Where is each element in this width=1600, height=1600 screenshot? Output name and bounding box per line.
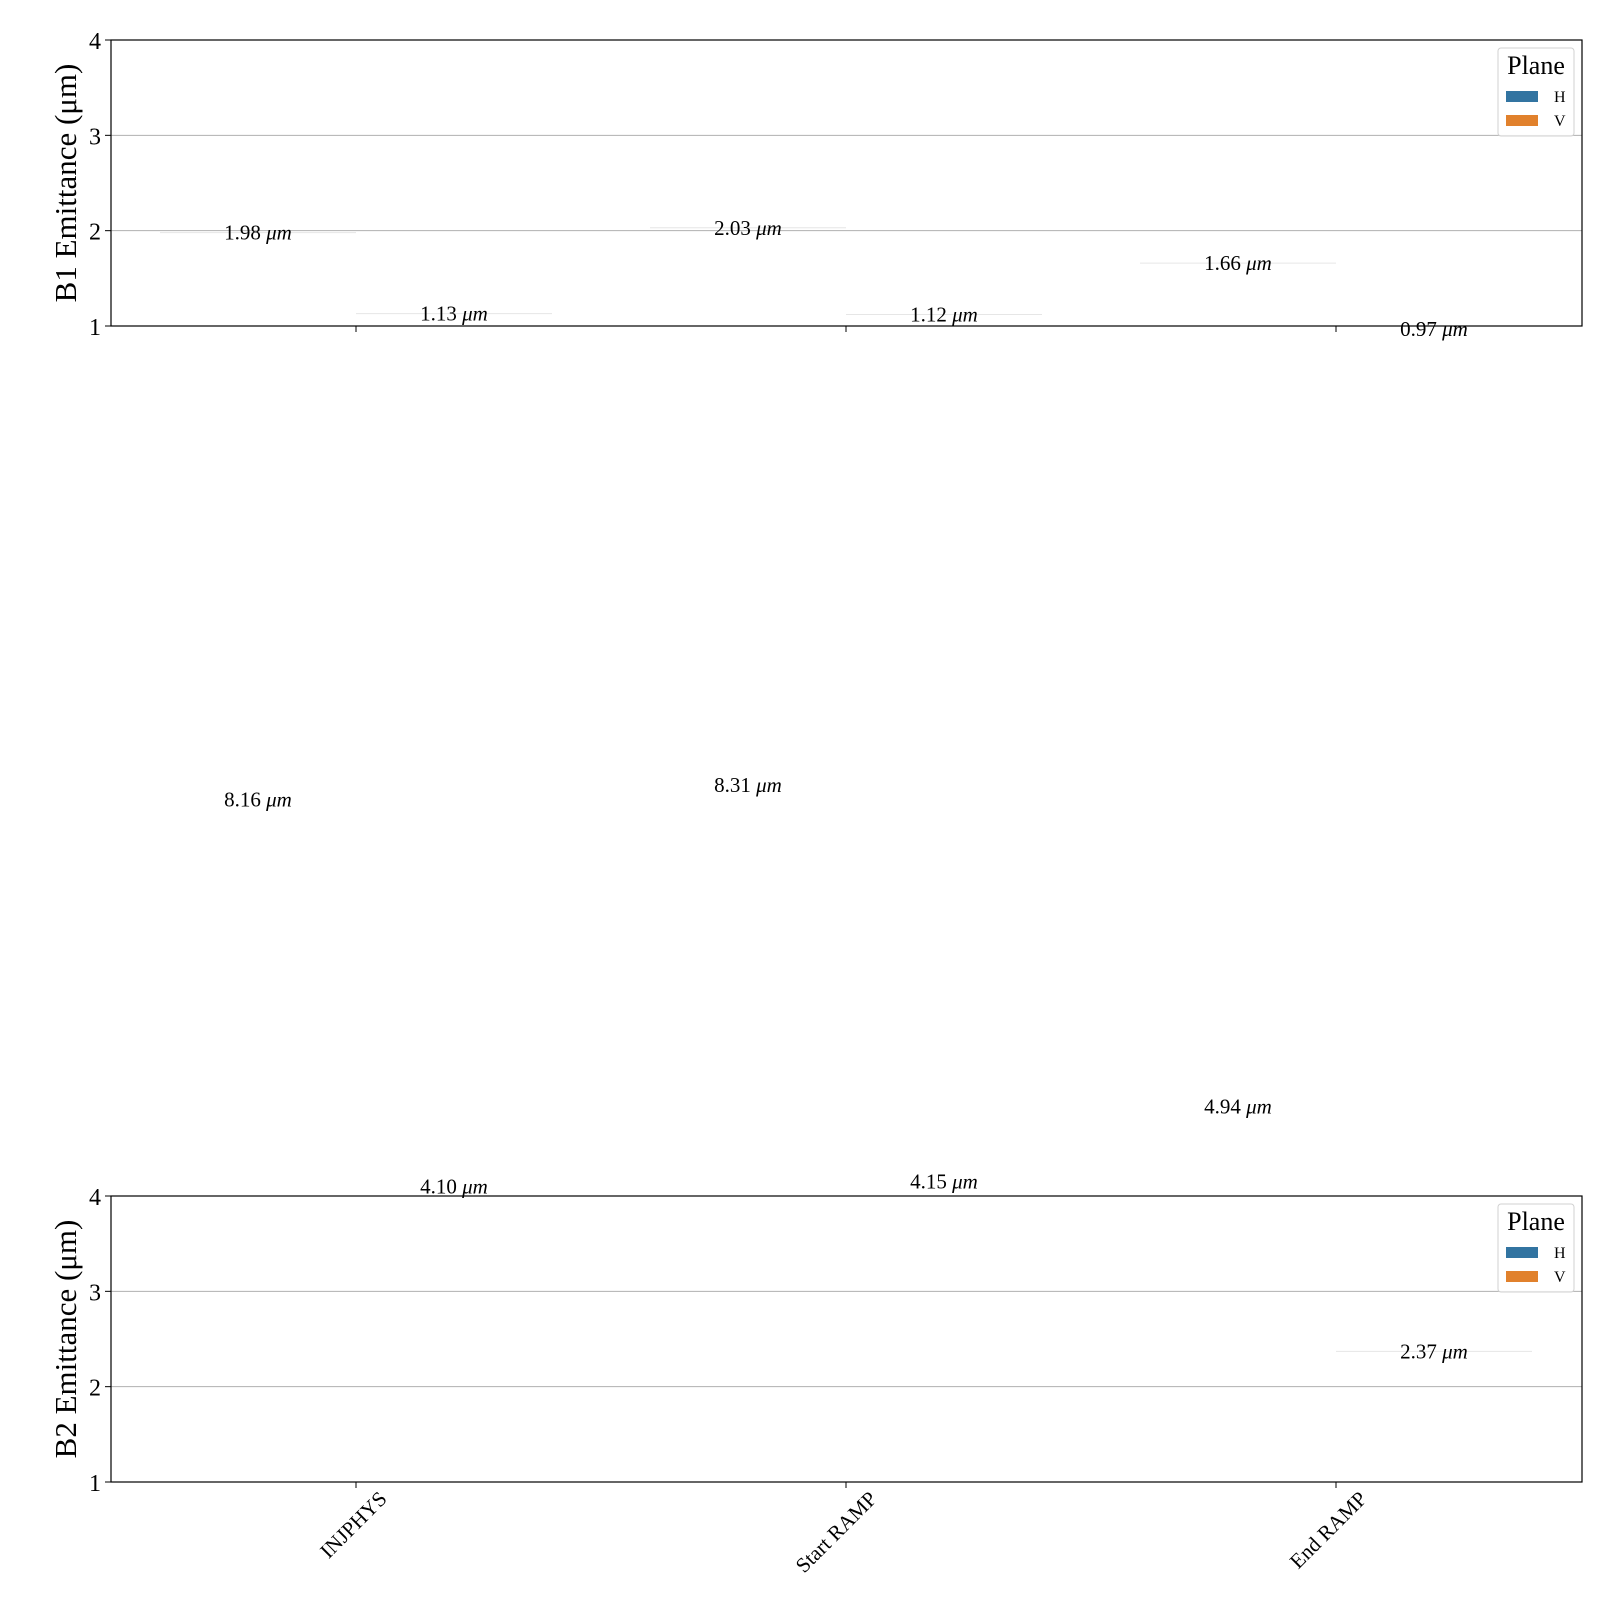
chart-panel-2: 8.16 μm 8.31 μm 4.94 μm 4.10 μm 4.15 μm 2.37 … bbox=[48, 773, 1583, 1578]
x-tick-label: Start RAMP bbox=[791, 1487, 882, 1578]
y-tick-label: 1 bbox=[89, 1471, 101, 1497]
y-tick-label: 4 bbox=[89, 29, 101, 55]
legend: Plane HV bbox=[1497, 47, 1575, 137]
bar-h bbox=[650, 228, 846, 326]
data-label: 0.97 μm bbox=[1400, 317, 1468, 341]
legend-title: Plane bbox=[1507, 1207, 1565, 1236]
data-label-unit: μm bbox=[1441, 1339, 1468, 1363]
data-label-unit: μm bbox=[1441, 317, 1468, 341]
legend: Plane HV bbox=[1497, 1203, 1575, 1293]
y-axis-label: B2 Emittance (μm) bbox=[48, 1220, 83, 1459]
data-label-unit: μm bbox=[1245, 1094, 1272, 1118]
y-axis-label: B1 Emittance (μm) bbox=[48, 64, 83, 303]
y-tick-label: 4 bbox=[89, 1185, 101, 1211]
legend-entry-h: H bbox=[1554, 89, 1566, 106]
bar-v bbox=[846, 1194, 1042, 1482]
y-tick-label: 3 bbox=[89, 124, 101, 150]
legend-entry-v: V bbox=[1554, 113, 1566, 130]
y-tick-label: 1 bbox=[89, 315, 101, 341]
data-label-unit: μm bbox=[265, 787, 292, 811]
data-label: 1.98 μm bbox=[224, 221, 292, 245]
bar-h bbox=[160, 233, 356, 326]
x-tick-label: INJPHYS bbox=[315, 1487, 391, 1563]
bars bbox=[160, 1194, 1532, 1482]
legend-swatch-v bbox=[1506, 1271, 1538, 1282]
data-label: 4.15 μm bbox=[910, 1170, 978, 1194]
data-label: 1.13 μm bbox=[420, 302, 488, 326]
bar-h bbox=[650, 1194, 846, 1482]
y-tick-label: 2 bbox=[89, 220, 101, 246]
chart-panel-1: 1.98 μm 2.03 μm 1.66 μm 1.13 μm 1.12 μm 0.97 … bbox=[48, 29, 1583, 341]
legend-swatch-h bbox=[1506, 1247, 1538, 1258]
legend-title: Plane bbox=[1507, 51, 1565, 80]
bar-h bbox=[160, 1194, 356, 1482]
legend-entry-v: V bbox=[1554, 1269, 1566, 1286]
legend-swatch-v bbox=[1506, 115, 1538, 126]
data-label-unit: μm bbox=[265, 221, 292, 245]
data-label-unit: μm bbox=[951, 303, 978, 327]
y-tick-label: 3 bbox=[89, 1280, 101, 1306]
data-label-unit: μm bbox=[755, 216, 782, 240]
y-tick-label: 2 bbox=[89, 1376, 101, 1402]
data-label-unit: μm bbox=[951, 1170, 978, 1194]
data-label-unit: μm bbox=[461, 302, 488, 326]
data-label: 1.66 μm bbox=[1204, 251, 1272, 275]
bar-h bbox=[1140, 1194, 1336, 1482]
data-label-unit: μm bbox=[1245, 251, 1272, 275]
data-label: 1.12 μm bbox=[910, 303, 978, 327]
legend-swatch-h bbox=[1506, 91, 1538, 102]
bar-v bbox=[356, 1194, 552, 1482]
data-label: 2.03 μm bbox=[714, 216, 782, 240]
bars bbox=[160, 227, 1336, 326]
data-label: 8.16 μm bbox=[224, 787, 292, 811]
data-label: 4.94 μm bbox=[1204, 1094, 1272, 1118]
data-label: 4.10 μm bbox=[420, 1174, 488, 1198]
legend-entry-h: H bbox=[1554, 1245, 1566, 1262]
data-label-unit: μm bbox=[461, 1174, 488, 1198]
bar-v bbox=[1336, 1351, 1532, 1482]
data-label-unit: μm bbox=[755, 773, 782, 797]
data-label: 2.37 μm bbox=[1400, 1339, 1468, 1363]
data-label: 8.31 μm bbox=[714, 773, 782, 797]
x-tick-label: End RAMP bbox=[1285, 1487, 1372, 1574]
